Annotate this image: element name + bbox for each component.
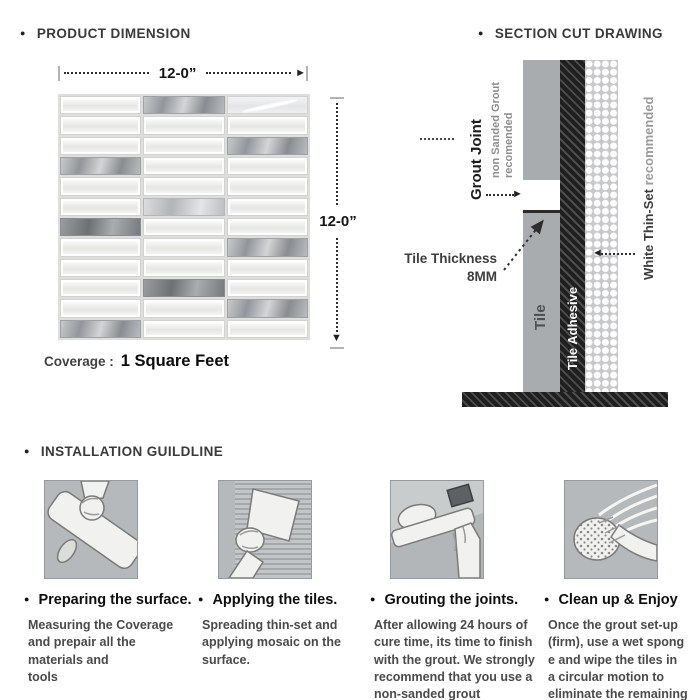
thinset-strip (585, 60, 618, 392)
width-dimension-line: 12-0” ► (58, 64, 309, 82)
thinset-label: White Thin-Set recommended (641, 97, 656, 280)
mosaic-tile (226, 157, 308, 176)
width-dimension-label: 12-0” (158, 64, 197, 82)
mosaic-tile (226, 299, 308, 318)
trowel-hand-illustration (218, 480, 312, 579)
mosaic-tile (60, 279, 142, 298)
tile-lower-block (523, 213, 560, 392)
section-cut-title: SECTION CUT DRAWING (478, 26, 663, 41)
mosaic-tile (60, 238, 142, 257)
thinset-label-main: White Thin-Set (641, 185, 656, 280)
install-step-1: Preparing the surface. Measuring the Cov… (22, 480, 194, 686)
dotted-line (420, 138, 454, 140)
install-step-2: Applying the tiles. Spreading thin-set a… (196, 480, 368, 669)
grout-joint-label: Grout Joint (468, 119, 485, 200)
dimension-tick (306, 65, 309, 81)
step-body: Spreading thin-set and applying mosaic o… (202, 618, 341, 667)
mosaic-tile (226, 136, 308, 155)
product-dimension-title: PRODUCT DIMENSION (20, 26, 191, 41)
mosaic-tile (143, 96, 225, 115)
dotted-line (64, 72, 149, 74)
tile-top-edge (523, 210, 560, 213)
dotted-line (336, 238, 338, 332)
roller-hand-illustration (44, 480, 138, 579)
mosaic-tile (226, 177, 308, 196)
tile-adhesive-label: Tile Adhesive (565, 286, 580, 370)
substrate-floor-bar (462, 392, 668, 407)
mosaic-tile (143, 157, 225, 176)
mosaic-tile (60, 136, 142, 155)
arrow-left-icon: ◄ (592, 247, 603, 259)
grout-note-line2: recomended (503, 112, 515, 178)
dimension-tick (330, 347, 344, 349)
tile-upper-block (523, 60, 560, 180)
mosaic-grid (58, 94, 310, 340)
mosaic-tile (226, 279, 308, 298)
mosaic-tile (143, 197, 225, 216)
mosaic-tile (60, 218, 142, 237)
install-step-4: Clean up & Enjoy Once the grout set-up (… (542, 480, 700, 700)
mosaic-tile (226, 319, 308, 338)
tile-thickness-label: Tile Thickness 8MM (385, 250, 497, 285)
tile-adhesive-strip (560, 60, 585, 392)
mosaic-tile (143, 319, 225, 338)
mosaic-tile (143, 238, 225, 257)
coverage-value: 1 Square Feet (120, 352, 229, 370)
thinset-label-note: recommended (641, 96, 656, 186)
mosaic-tile (60, 197, 142, 216)
mosaic-tile (226, 96, 308, 115)
install-step-3: Grouting the joints. After allowing 24 h… (368, 480, 544, 700)
mosaic-tile (60, 319, 142, 338)
arrow-right-icon: ► (295, 66, 307, 79)
mosaic-tile (226, 218, 308, 237)
step-heading: Clean up & Enjoy (544, 592, 700, 608)
mosaic-tile (226, 197, 308, 216)
coverage-label: Coverage : (44, 354, 114, 369)
mosaic-tile (143, 177, 225, 196)
step-body: Once the grout set-up (firm), use a wet … (548, 618, 688, 700)
tile-thickness-value: 8MM (467, 268, 497, 284)
mosaic-tile (60, 258, 142, 277)
dotted-line (336, 103, 338, 205)
mosaic-tile (226, 238, 308, 257)
step-heading: Grouting the joints. (370, 592, 544, 608)
coverage-line: Coverage : 1 Square Feet (44, 352, 229, 371)
mosaic-tile (60, 157, 142, 176)
mosaic-tile (226, 258, 308, 277)
tile-thickness-text: Tile Thickness (404, 251, 497, 266)
dotted-line (486, 194, 514, 196)
step-heading: Preparing the surface. (24, 592, 194, 608)
dimension-tick (58, 65, 60, 81)
mosaic-tile (143, 279, 225, 298)
mosaic-tile (226, 116, 308, 135)
dotted-line (601, 253, 635, 255)
step-body: After allowing 24 hours of cure time, it… (374, 618, 535, 700)
mosaic-tile (143, 218, 225, 237)
mosaic-tile (143, 258, 225, 277)
dotted-line (206, 72, 292, 74)
mosaic-tile (143, 116, 225, 135)
mosaic-tile (60, 177, 142, 196)
arrow-down-icon: ▼ (331, 332, 342, 344)
mosaic-tile (143, 299, 225, 318)
sponge-hand-illustration (564, 480, 658, 579)
mosaic-tile (60, 96, 142, 115)
mosaic-tile (60, 299, 142, 318)
dimension-tick (330, 97, 344, 99)
installation-title: INSTALLATION GUILDLINE (24, 444, 223, 459)
grout-note-line1: non Sanded Grout (490, 82, 502, 178)
arrow-right-icon: ► (512, 188, 523, 200)
mosaic-tile (143, 136, 225, 155)
thickness-arrow (503, 219, 544, 271)
step-heading: Applying the tiles. (198, 592, 368, 608)
mosaic-tile (60, 116, 142, 135)
grout-float-illustration (390, 480, 484, 579)
step-body: Measuring the Coverage and prepair all t… (28, 618, 174, 684)
height-dimension-label: 12-0” (319, 213, 357, 230)
